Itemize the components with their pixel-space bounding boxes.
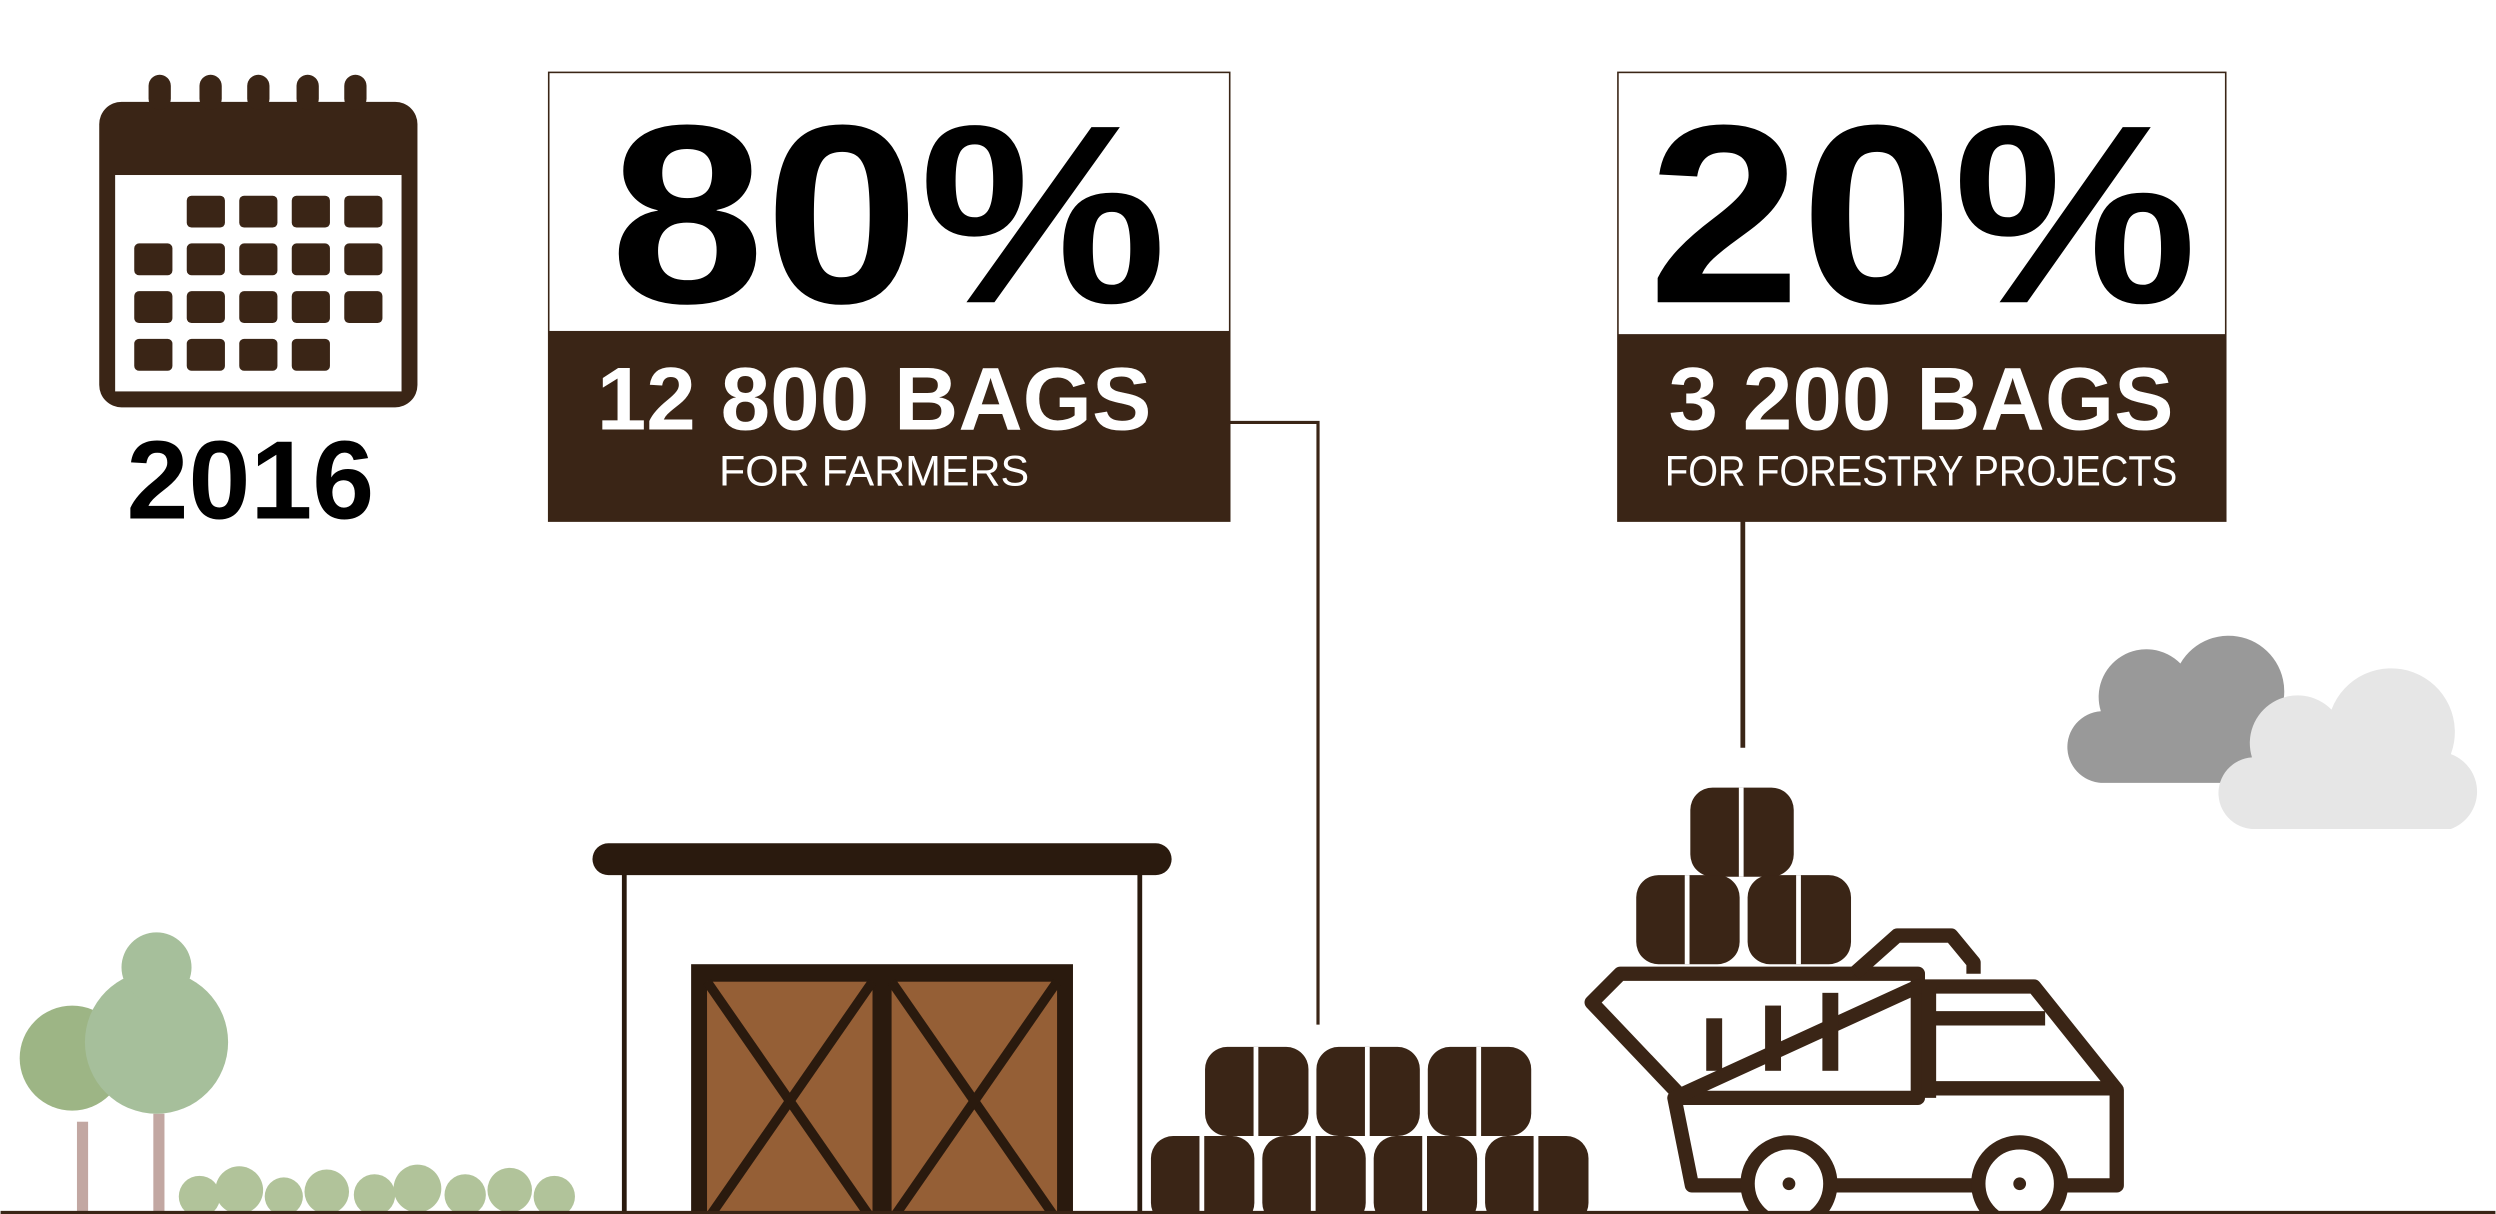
truck bbox=[1592, 788, 2117, 1214]
recipient: FOR FORESTRY PROJECTS bbox=[1665, 447, 2177, 495]
recipient: FOR FARMERS bbox=[719, 447, 1029, 495]
bag-count: 3 200 BAGS bbox=[1668, 349, 2173, 449]
bag-pile bbox=[1151, 1047, 1589, 1214]
percentage: 80% bbox=[610, 72, 1167, 356]
trees bbox=[20, 932, 575, 1214]
page: 2016 80% 12 800 BAGS FOR FARMERS 20% 3 2… bbox=[0, 0, 2496, 1214]
connector bbox=[1230, 422, 1318, 1024]
year: 2016 bbox=[127, 418, 375, 543]
barn bbox=[592, 843, 1171, 1214]
percentage: 20% bbox=[1648, 72, 2197, 356]
clouds bbox=[2067, 636, 2477, 829]
bag-count: 12 800 BAGS bbox=[597, 349, 1152, 449]
calendar-icon bbox=[99, 75, 417, 408]
infographic: 2016 80% 12 800 BAGS FOR FARMERS 20% 3 2… bbox=[0, 0, 2496, 1214]
